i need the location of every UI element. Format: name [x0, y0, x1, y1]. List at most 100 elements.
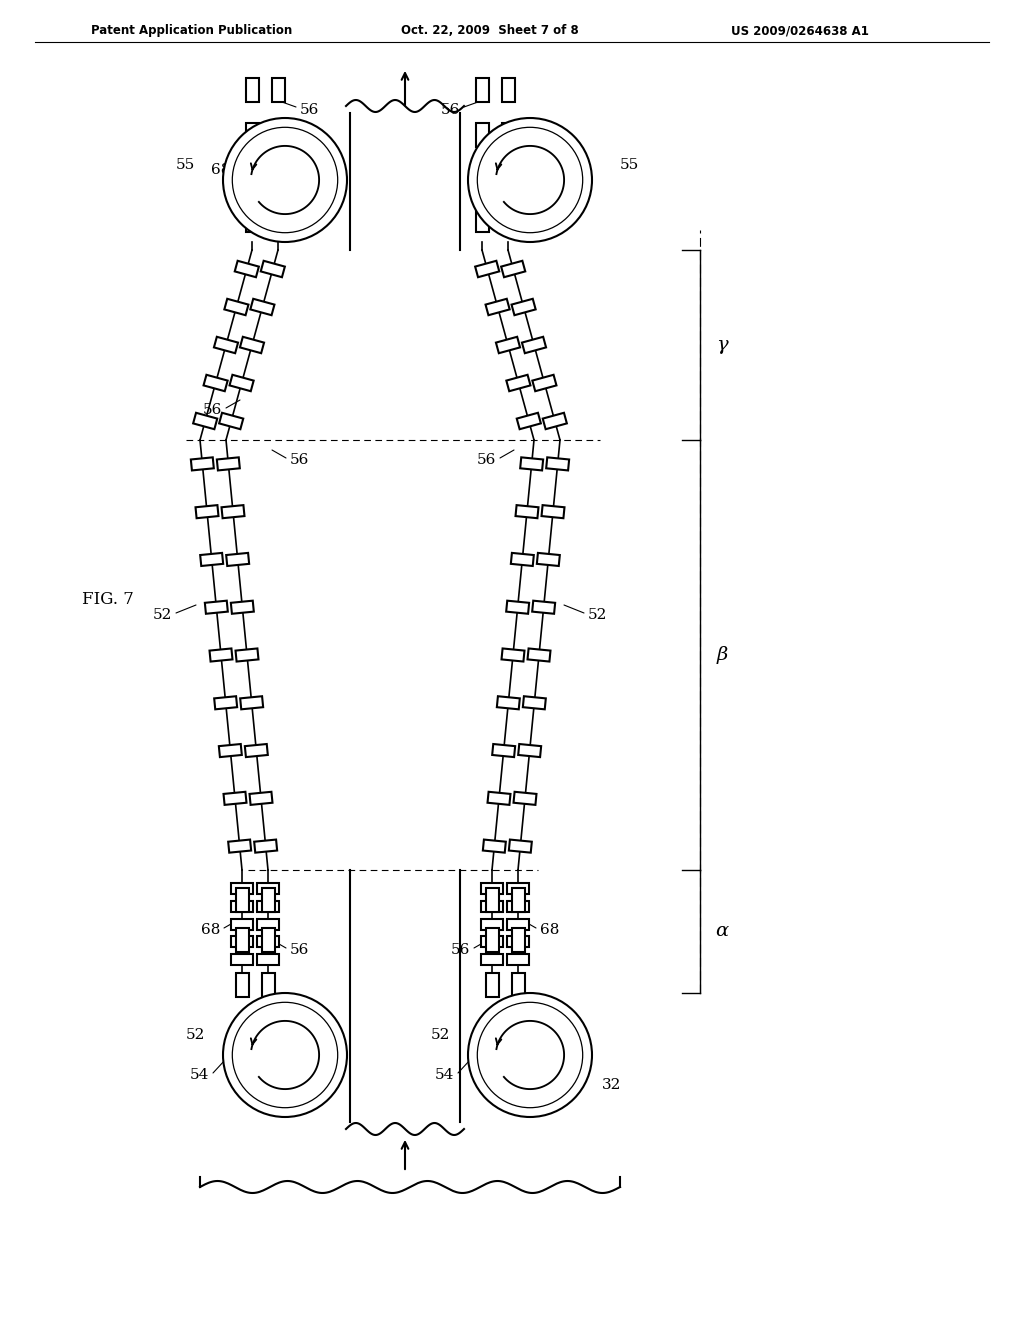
Bar: [537, 553, 560, 566]
Bar: [231, 953, 253, 965]
Text: β: β: [717, 645, 728, 664]
Bar: [512, 973, 524, 997]
Bar: [204, 375, 227, 391]
Bar: [475, 123, 488, 147]
Bar: [507, 900, 529, 912]
Bar: [226, 553, 249, 566]
Bar: [481, 883, 503, 895]
Bar: [219, 744, 242, 758]
Bar: [241, 696, 263, 709]
Bar: [250, 792, 272, 805]
Text: Patent Application Publication: Patent Application Publication: [91, 24, 293, 37]
Bar: [487, 792, 511, 805]
Text: 56: 56: [300, 103, 319, 117]
Bar: [219, 413, 244, 429]
Bar: [512, 888, 524, 912]
Bar: [518, 744, 541, 758]
Bar: [527, 648, 551, 661]
Bar: [246, 168, 258, 191]
Bar: [509, 840, 531, 853]
Text: 32: 32: [602, 1078, 622, 1092]
Bar: [507, 919, 529, 929]
Bar: [236, 888, 249, 912]
Bar: [257, 936, 279, 948]
Bar: [271, 123, 285, 147]
Bar: [517, 413, 541, 429]
Bar: [257, 883, 279, 895]
Circle shape: [468, 993, 592, 1117]
Bar: [231, 936, 253, 948]
Text: 55: 55: [176, 158, 195, 172]
Bar: [497, 696, 520, 709]
Bar: [507, 883, 529, 895]
Text: 56: 56: [203, 403, 222, 417]
Bar: [512, 298, 536, 315]
Bar: [228, 840, 251, 853]
Bar: [231, 883, 253, 895]
Text: γ: γ: [716, 337, 728, 354]
Text: 68: 68: [201, 923, 220, 937]
Bar: [502, 209, 514, 232]
Text: 52: 52: [588, 609, 607, 622]
Bar: [501, 261, 525, 277]
Bar: [214, 337, 238, 354]
Bar: [483, 840, 506, 853]
Bar: [507, 936, 529, 948]
Bar: [512, 928, 524, 952]
Bar: [236, 928, 249, 952]
Bar: [236, 973, 249, 997]
Bar: [271, 78, 285, 102]
Bar: [261, 261, 285, 277]
Bar: [523, 696, 546, 709]
Bar: [231, 919, 253, 929]
Text: 56: 56: [290, 942, 309, 957]
Text: 52: 52: [185, 1028, 205, 1041]
Bar: [485, 973, 499, 997]
Text: 54: 54: [434, 1068, 454, 1082]
Bar: [546, 457, 569, 470]
Bar: [230, 601, 254, 614]
Circle shape: [223, 117, 347, 242]
Bar: [506, 375, 530, 391]
Bar: [257, 953, 279, 965]
Bar: [229, 375, 254, 391]
Bar: [261, 928, 274, 952]
Bar: [493, 744, 515, 758]
Bar: [210, 648, 232, 661]
Bar: [257, 900, 279, 912]
Bar: [543, 413, 567, 429]
Bar: [520, 457, 543, 470]
Bar: [196, 506, 218, 519]
Text: 68: 68: [211, 162, 230, 177]
Bar: [542, 506, 564, 519]
Text: 55: 55: [620, 158, 639, 172]
Bar: [522, 337, 546, 354]
Circle shape: [468, 117, 592, 242]
Text: 56: 56: [440, 103, 460, 117]
Bar: [513, 792, 537, 805]
Bar: [532, 375, 556, 391]
Text: US 2009/0264638 A1: US 2009/0264638 A1: [731, 24, 869, 37]
Text: 54: 54: [189, 1068, 209, 1082]
Bar: [246, 209, 258, 232]
Text: α: α: [716, 923, 728, 940]
Bar: [214, 696, 238, 709]
Text: 52: 52: [431, 1028, 450, 1041]
Bar: [190, 457, 214, 470]
Bar: [485, 888, 499, 912]
Text: 56: 56: [451, 942, 470, 957]
Bar: [506, 601, 529, 614]
Bar: [502, 78, 514, 102]
Bar: [234, 261, 259, 277]
Bar: [254, 840, 278, 853]
Bar: [475, 168, 488, 191]
Circle shape: [223, 993, 347, 1117]
Bar: [250, 298, 274, 315]
Bar: [507, 953, 529, 965]
Bar: [481, 936, 503, 948]
Bar: [246, 78, 258, 102]
Bar: [221, 506, 245, 519]
Text: 68: 68: [540, 923, 559, 937]
Text: 52: 52: [153, 609, 172, 622]
Text: 56: 56: [476, 453, 496, 467]
